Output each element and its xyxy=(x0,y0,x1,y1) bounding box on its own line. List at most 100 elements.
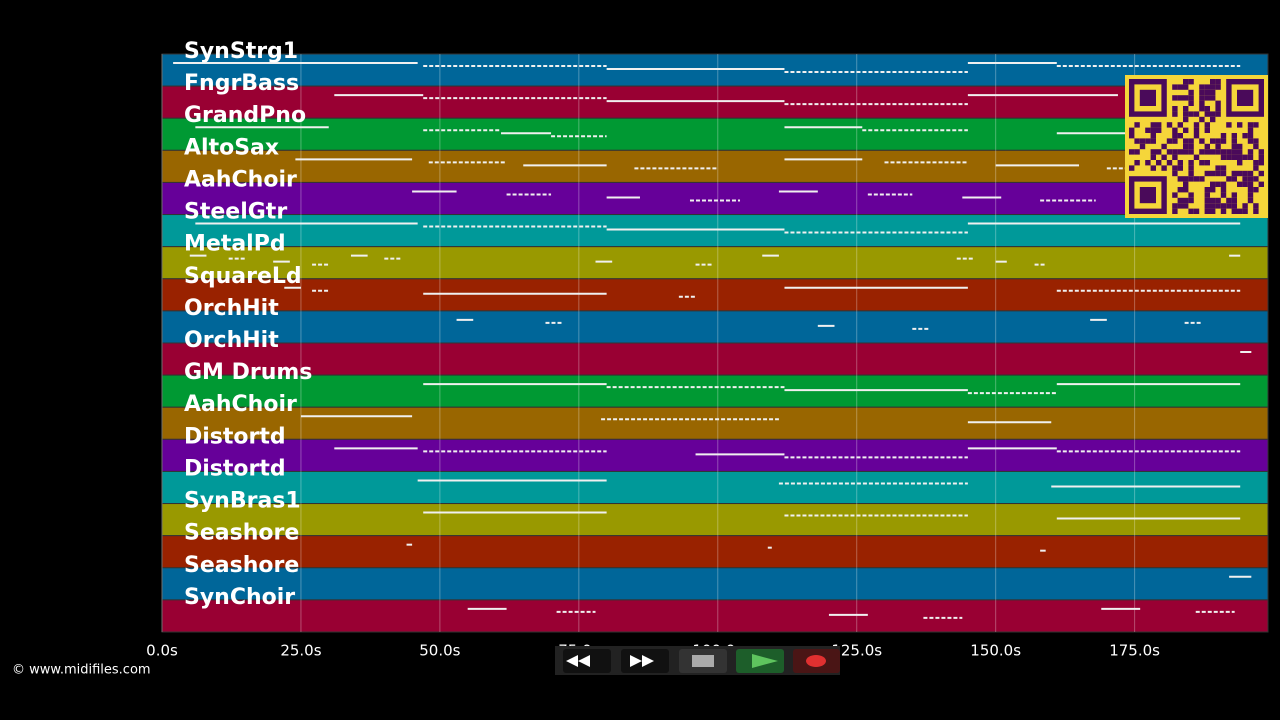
qr-cell xyxy=(1220,138,1227,144)
stop-button[interactable] xyxy=(679,649,727,673)
rewind-button[interactable] xyxy=(563,649,611,673)
track-label: GrandPno xyxy=(184,103,306,128)
qr-cell xyxy=(1172,84,1178,90)
qr-finder xyxy=(1139,187,1156,204)
qr-cell xyxy=(1220,187,1227,193)
qr-cell xyxy=(1215,165,1221,171)
qr-cell xyxy=(1177,149,1183,155)
qr-cell xyxy=(1204,127,1210,133)
qr-cell xyxy=(1204,106,1210,112)
qr-cell xyxy=(1183,149,1189,155)
qr-cell xyxy=(1242,203,1248,209)
qr-cell xyxy=(1247,133,1254,139)
qr-cell xyxy=(1226,154,1232,160)
record-button[interactable] xyxy=(793,649,840,673)
qr-cell xyxy=(1172,208,1178,214)
qr-cell xyxy=(1134,122,1140,128)
qr-cell xyxy=(1247,154,1254,160)
qr-cell xyxy=(1204,170,1210,177)
qr-cell xyxy=(1220,133,1227,139)
qr-cell xyxy=(1204,203,1210,209)
x-tick-label: 150.0s xyxy=(970,642,1021,660)
qr-cell xyxy=(1139,138,1146,144)
qr-cell xyxy=(1204,111,1210,117)
qr-cell xyxy=(1177,165,1183,171)
qr-cell xyxy=(1215,203,1221,209)
qr-cell xyxy=(1199,95,1205,101)
track-band xyxy=(161,535,1269,569)
qr-cell xyxy=(1253,203,1259,209)
qr-cell xyxy=(1199,116,1205,123)
qr-cell xyxy=(1166,149,1173,155)
qr-cell xyxy=(1210,116,1216,123)
qr-cell xyxy=(1156,149,1162,155)
qr-cell xyxy=(1247,192,1254,198)
qr-cell xyxy=(1210,79,1216,85)
qr-cell xyxy=(1199,138,1205,144)
qr-cell xyxy=(1193,208,1200,214)
qr-cell xyxy=(1150,122,1156,128)
qr-cell xyxy=(1188,89,1194,96)
qr-cell xyxy=(1237,181,1243,187)
qr-cell xyxy=(1188,111,1194,117)
qr-cell xyxy=(1183,116,1189,123)
qr-cell xyxy=(1210,111,1216,117)
track-label: AahChoir xyxy=(184,167,297,192)
track-label: OrchHit xyxy=(184,328,279,353)
qr-cell xyxy=(1247,197,1254,204)
qr-cell xyxy=(1199,100,1205,106)
qr-cell xyxy=(1210,89,1216,96)
qr-cell xyxy=(1166,160,1173,166)
qr-cell xyxy=(1253,208,1259,214)
piano-roll: SynStrg1 FngrBass GrandPno AltoSax AahChoir S… xyxy=(146,39,1269,660)
qr-cell xyxy=(1177,122,1183,128)
qr-cell xyxy=(1253,138,1259,144)
qr-cell xyxy=(1247,149,1254,155)
qr-cell xyxy=(1220,181,1227,187)
qr-cell xyxy=(1210,187,1216,193)
qr-cell xyxy=(1150,165,1156,171)
qr-cell xyxy=(1231,143,1237,150)
qr-cell xyxy=(1188,95,1194,101)
track-band xyxy=(161,374,1269,408)
qr-cell xyxy=(1145,127,1151,133)
qr-cell xyxy=(1193,133,1200,139)
qr-cell xyxy=(1231,133,1237,139)
qr-cell xyxy=(1134,160,1140,166)
qr-cell xyxy=(1247,122,1254,128)
qr-cell xyxy=(1129,127,1135,133)
track-band xyxy=(161,342,1269,376)
qr-cell xyxy=(1183,181,1189,187)
qr-cell xyxy=(1150,133,1156,139)
qr-cell xyxy=(1188,138,1194,144)
qr-cell xyxy=(1204,160,1210,166)
qr-cell xyxy=(1188,149,1194,155)
track-label: GM Drums xyxy=(184,360,312,385)
qr-cell xyxy=(1188,79,1194,85)
qr-cell xyxy=(1231,192,1237,198)
qr-cell xyxy=(1177,160,1183,166)
qr-cell xyxy=(1188,176,1194,182)
qr-cell xyxy=(1161,165,1167,171)
playback-controls xyxy=(555,646,840,675)
play-button[interactable] xyxy=(736,649,784,673)
qr-cell xyxy=(1172,106,1178,112)
qr-cell xyxy=(1183,143,1189,150)
qr-cell xyxy=(1258,149,1264,155)
qr-cell xyxy=(1220,170,1227,177)
qr-cell xyxy=(1199,106,1205,112)
track-band xyxy=(161,310,1269,344)
qr-cell xyxy=(1193,122,1200,128)
qr-cell xyxy=(1183,95,1189,101)
qr-cell xyxy=(1183,138,1189,144)
qr-cell xyxy=(1210,170,1216,177)
qr-cell xyxy=(1150,154,1156,160)
qr-cell xyxy=(1237,154,1243,160)
qr-cell xyxy=(1226,203,1232,209)
qr-cell xyxy=(1226,176,1232,182)
qr-cell xyxy=(1183,187,1189,193)
fast-forward-button[interactable] xyxy=(621,649,669,673)
qr-cell xyxy=(1139,143,1146,150)
qr-cell xyxy=(1210,149,1216,155)
qr-cell xyxy=(1183,176,1189,182)
